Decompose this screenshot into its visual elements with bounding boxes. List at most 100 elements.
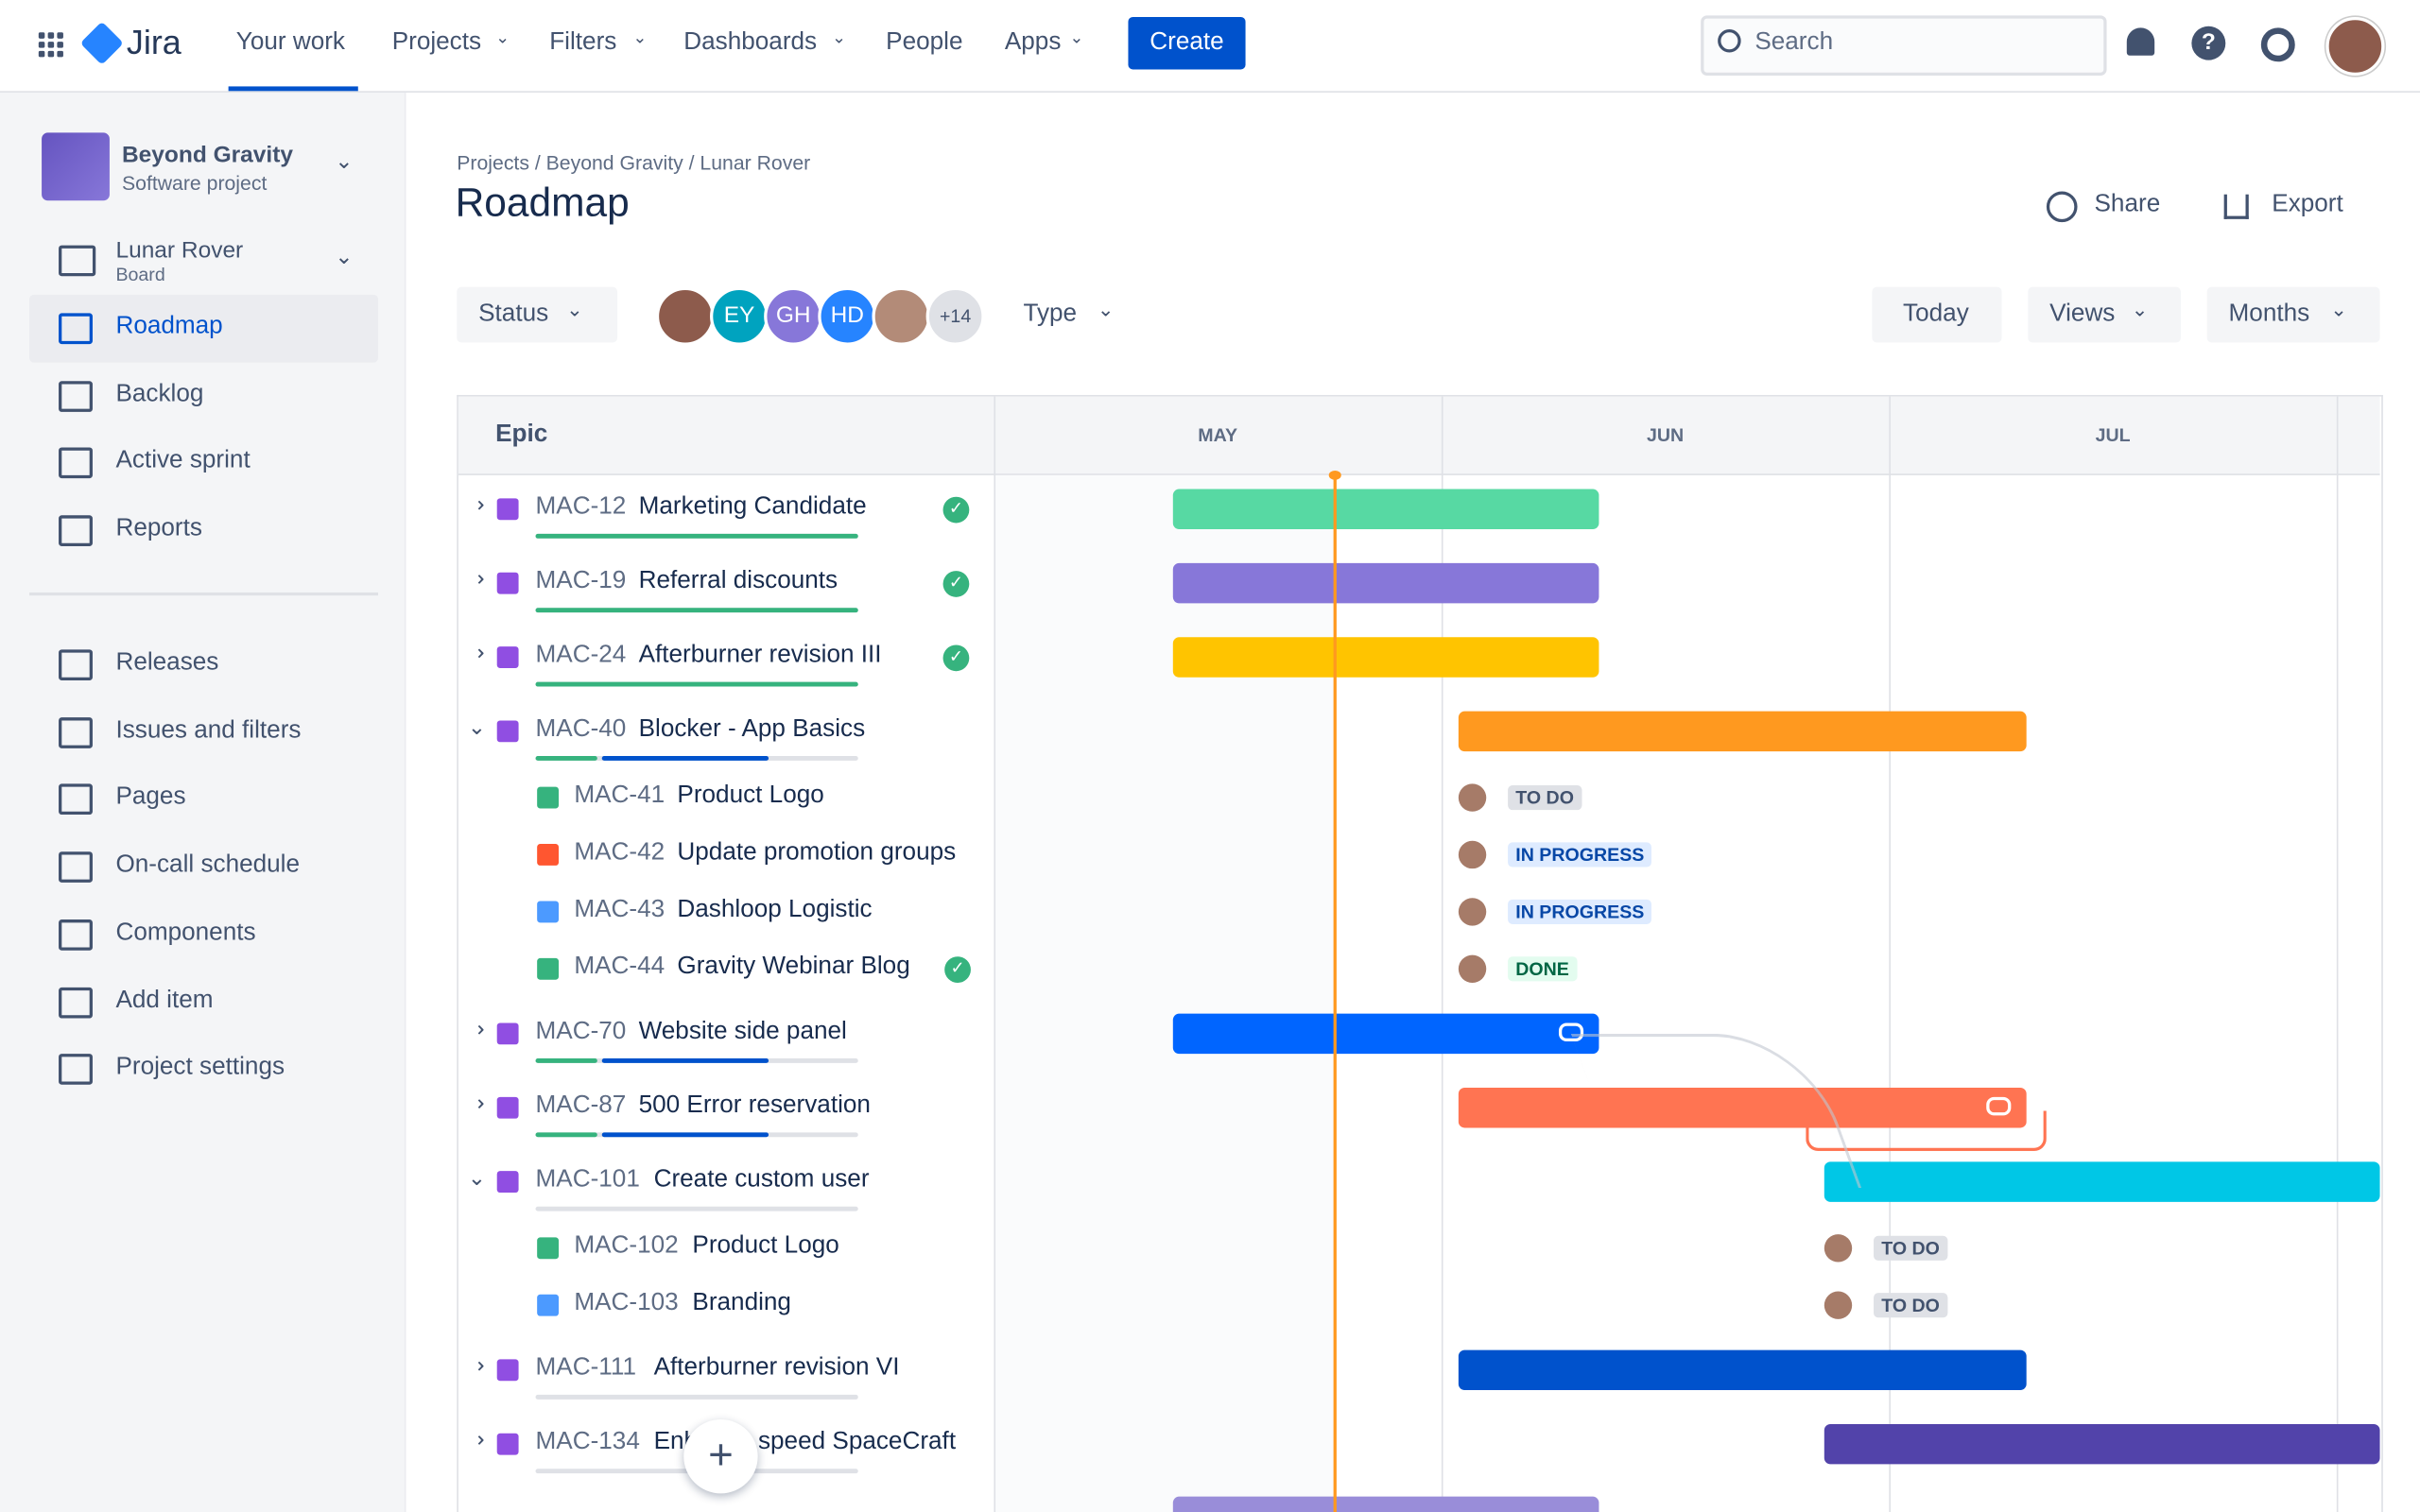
roadmap-bar[interactable] — [1824, 1423, 2380, 1465]
assignee-avatar — [1824, 1234, 1853, 1263]
issue-key[interactable]: MAC-43 — [574, 896, 666, 923]
nav-item[interactable]: Projects — [391, 29, 482, 56]
search-placeholder: Search — [1754, 29, 1834, 56]
expand-toggle[interactable]: ⌄ — [463, 644, 489, 663]
profile-avatar[interactable] — [2325, 16, 2385, 76]
sidebar-item[interactable]: Issues and filters — [115, 716, 302, 744]
sidebar-item[interactable]: Add item — [115, 987, 214, 1013]
roadmap-bar[interactable] — [1458, 1349, 2027, 1391]
expand-toggle[interactable]: ⌄ — [467, 1164, 486, 1190]
sidebar-item[interactable]: Project settings — [115, 1054, 285, 1081]
nav-item[interactable]: Apps — [1004, 29, 1062, 56]
sidebar-item[interactable]: Reports — [115, 515, 202, 542]
sidebar-item[interactable]: Roadmap — [115, 313, 223, 340]
roadmap-bar[interactable] — [1172, 562, 1599, 604]
roadmap-bar[interactable] — [1458, 1088, 2027, 1128]
roadmap-bar[interactable] — [1172, 489, 1599, 529]
expand-toggle[interactable]: ⌄ — [463, 1021, 489, 1040]
chevron: ⌄ — [566, 298, 583, 321]
avatar[interactable]: HD — [818, 286, 877, 346]
roadmap-bar[interactable] — [1458, 711, 2027, 752]
issue-key[interactable]: MAC-111 — [535, 1354, 636, 1382]
issue-title[interactable]: Create custom user — [653, 1166, 870, 1194]
issue-key[interactable]: MAC-134 — [535, 1428, 640, 1455]
avatar[interactable]: EY — [710, 286, 769, 346]
issue-key[interactable]: MAC-24 — [535, 642, 627, 668]
avatar[interactable]: GH — [764, 286, 823, 346]
type-filter[interactable]: Type — [1023, 301, 1078, 328]
search-box[interactable] — [1701, 15, 2107, 76]
issue-key[interactable]: MAC-19 — [535, 567, 627, 594]
notifications-icon[interactable] — [2126, 27, 2155, 56]
project-name[interactable]: Beyond Gravity — [121, 142, 293, 168]
status-filter[interactable] — [457, 286, 618, 343]
nav-item[interactable]: People — [886, 29, 963, 56]
issue-title[interactable]: Afterburner revision III — [638, 642, 882, 668]
issue-title[interactable]: 500 Error reservation — [638, 1091, 871, 1119]
issue-title[interactable]: Dashloop Logistic — [677, 896, 873, 923]
sidebar-item[interactable]: Components — [115, 919, 256, 946]
issue-key[interactable]: MAC-102 — [574, 1232, 679, 1260]
issue-key[interactable]: MAC-41 — [574, 782, 666, 809]
sidebar-item[interactable]: Pages — [115, 784, 186, 811]
issue-title[interactable]: Product Logo — [677, 782, 824, 809]
breadcrumb[interactable]: Projects / Beyond Gravity / Lunar Rover — [457, 151, 811, 175]
nav-item[interactable]: Your work — [235, 29, 345, 56]
issue-title[interactable]: Gravity Webinar Blog — [677, 953, 910, 980]
issue-title[interactable]: Marketing Candidate — [638, 493, 867, 521]
chevron: ⌄ — [335, 243, 354, 269]
roadmap-bar[interactable] — [1172, 1013, 1599, 1055]
expand-toggle[interactable]: ⌄ — [463, 1431, 489, 1450]
nav-icon — [59, 716, 93, 748]
issue-key[interactable]: MAC-70 — [535, 1018, 627, 1045]
settings-icon[interactable] — [2260, 27, 2295, 62]
add-button[interactable]: + — [683, 1419, 758, 1494]
share-button[interactable]: Share — [2094, 191, 2161, 218]
export-button[interactable]: Export — [2272, 191, 2343, 218]
issue-key[interactable]: MAC-101 — [535, 1166, 640, 1194]
issue-title[interactable]: Blocker - App Basics — [638, 715, 866, 743]
issue-title[interactable]: Update promotion groups — [677, 839, 957, 866]
expand-toggle[interactable]: ⌄ — [467, 713, 486, 740]
avatar-photo[interactable] — [655, 286, 715, 346]
sidebar-item[interactable]: On-call schedule — [115, 851, 301, 879]
roadmap-bar[interactable] — [1172, 637, 1599, 678]
nav-item[interactable]: Dashboards — [683, 29, 818, 56]
issue-title[interactable]: Website side panel — [638, 1018, 847, 1045]
issue-type-icon — [496, 1171, 519, 1194]
issue-key[interactable]: MAC-40 — [535, 715, 627, 743]
views-button[interactable] — [2028, 286, 2181, 343]
issue-title[interactable]: Afterburner revision VI — [653, 1354, 900, 1382]
sidebar-item[interactable]: Releases — [115, 649, 219, 677]
issue-key[interactable]: MAC-12 — [535, 493, 627, 521]
issue-type-icon — [496, 1359, 519, 1382]
issue-title[interactable]: Referral discounts — [638, 567, 838, 594]
nav-item[interactable]: Filters — [549, 29, 617, 56]
expand-toggle[interactable]: ⌄ — [463, 570, 489, 589]
issue-type-icon — [537, 957, 560, 980]
issue-title[interactable]: Branding — [692, 1289, 791, 1316]
nav-icon — [59, 448, 93, 479]
issue-key[interactable]: MAC-87 — [535, 1091, 627, 1119]
expand-toggle[interactable]: ⌄ — [463, 496, 489, 515]
months-button[interactable] — [2206, 286, 2380, 343]
create-button[interactable]: Create — [1128, 16, 1246, 70]
avatar-photo[interactable] — [872, 286, 931, 346]
issue-key[interactable]: MAC-44 — [574, 953, 666, 980]
chevron: ⌄ — [632, 29, 648, 48]
sidebar-item[interactable]: Backlog — [115, 380, 204, 407]
today-button[interactable] — [1872, 286, 2002, 343]
today-line — [1333, 473, 1337, 1512]
roadmap-bar[interactable] — [1824, 1161, 2380, 1202]
issue-key[interactable]: MAC-42 — [574, 839, 666, 866]
sidebar-item[interactable]: Active sprint — [115, 448, 251, 474]
avatar-more[interactable]: +14 — [925, 286, 985, 346]
issue-title[interactable]: Product Logo — [692, 1232, 839, 1260]
board-name[interactable]: Lunar Rover — [115, 237, 244, 265]
nav-active-underline — [228, 86, 358, 92]
issue-key[interactable]: MAC-103 — [574, 1289, 679, 1316]
expand-toggle[interactable]: ⌄ — [463, 1357, 489, 1376]
chevron: ⌄ — [831, 29, 847, 48]
expand-toggle[interactable]: ⌄ — [463, 1094, 489, 1113]
help-icon[interactable]: ? — [2191, 26, 2226, 60]
